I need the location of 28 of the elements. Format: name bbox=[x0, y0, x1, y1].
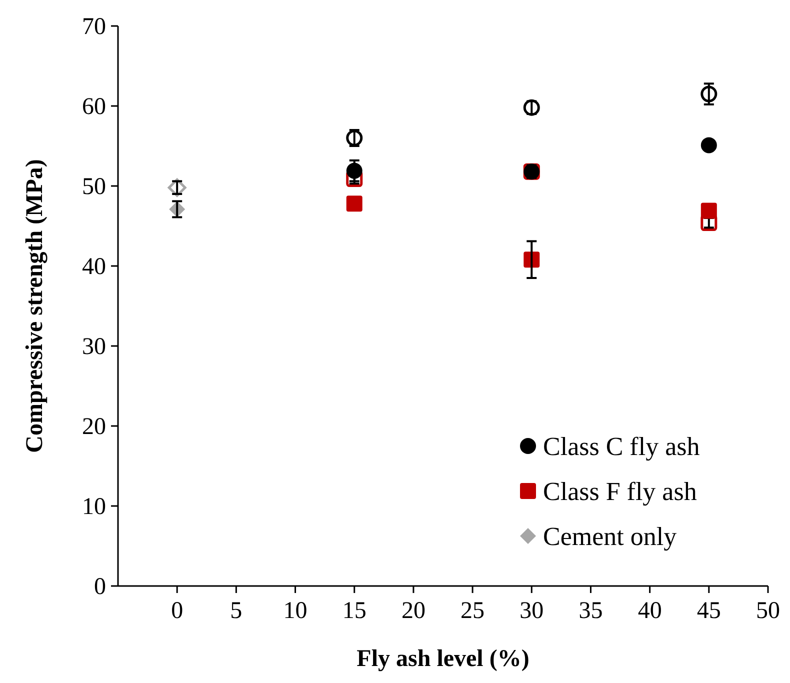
x-tick-label: 5 bbox=[230, 598, 242, 624]
y-tick-label: 10 bbox=[82, 494, 106, 520]
legend-label: Class C fly ash bbox=[543, 432, 700, 461]
y-tick-label: 30 bbox=[82, 334, 106, 360]
point bbox=[700, 86, 718, 102]
x-tick-label: 50 bbox=[756, 598, 780, 624]
point bbox=[700, 137, 717, 154]
x-axis-title: Fly ash level (%) bbox=[356, 646, 530, 672]
x-tick-label: 0 bbox=[171, 598, 184, 624]
y-tick-label: 50 bbox=[82, 174, 106, 200]
y-tick-label: 0 bbox=[94, 574, 106, 600]
x-tick-label: 25 bbox=[460, 598, 485, 624]
point bbox=[700, 202, 717, 219]
legend-label: Class F fly ash bbox=[543, 477, 697, 506]
y-tick-label: 70 bbox=[82, 14, 106, 40]
y-tick-label: 60 bbox=[82, 94, 106, 120]
x-tick-label: 40 bbox=[638, 598, 662, 624]
x-tick-label: 15 bbox=[342, 598, 366, 624]
x-tick-label: 20 bbox=[401, 598, 426, 624]
x-tick-label: 45 bbox=[696, 598, 721, 624]
y-tick-label: 20 bbox=[82, 414, 106, 440]
x-tick-label: 35 bbox=[578, 598, 603, 624]
x-tick-label: 30 bbox=[520, 598, 544, 624]
point bbox=[346, 196, 362, 212]
y-tick-label: 40 bbox=[82, 254, 106, 280]
y-axis-title: Compressive strength (MPa) bbox=[22, 159, 48, 453]
x-tick-label: 10 bbox=[283, 598, 308, 624]
legend-label: Cement only bbox=[543, 522, 677, 551]
